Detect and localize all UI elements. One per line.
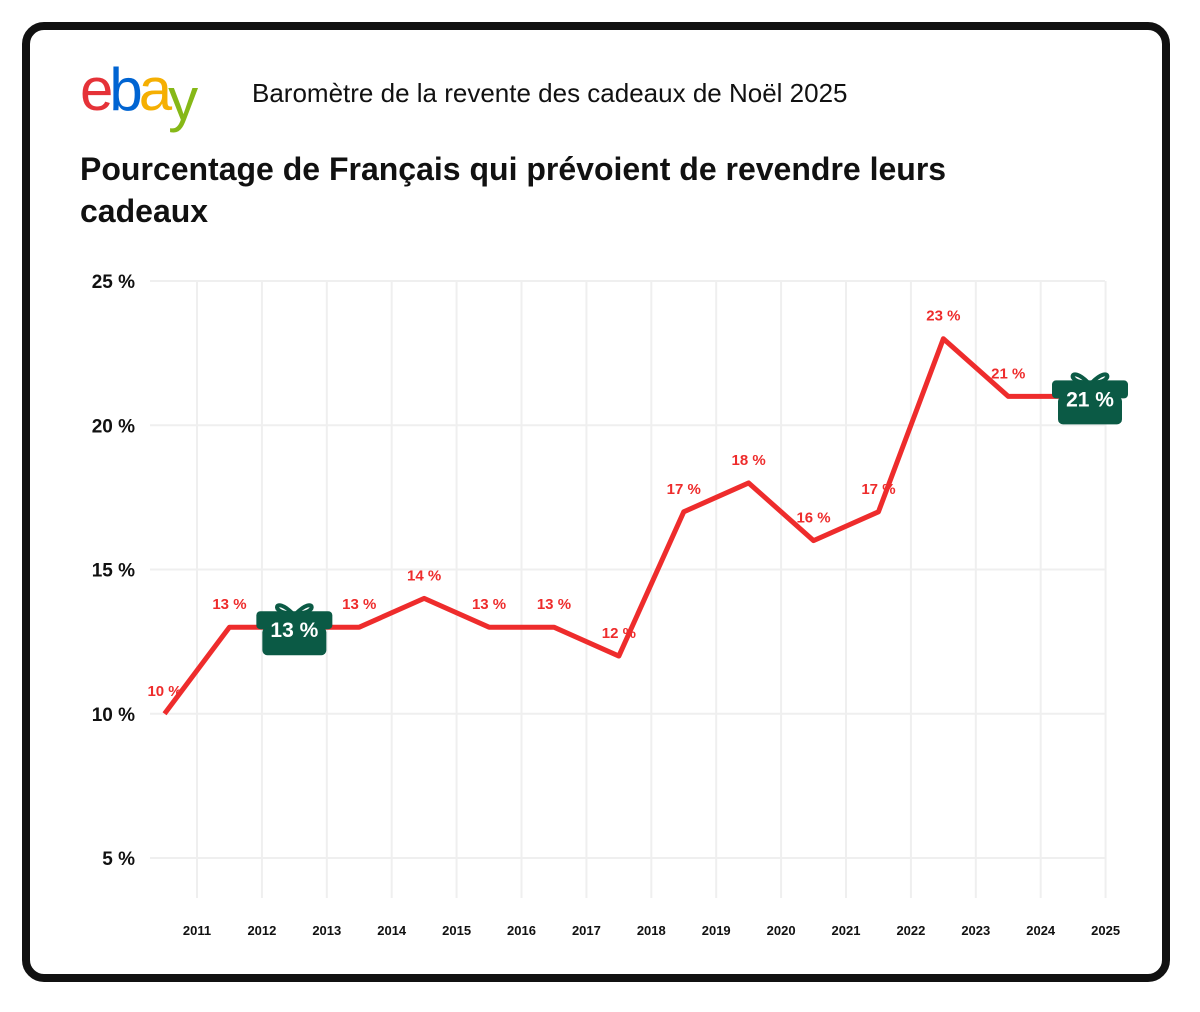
highlight-label: 13 % [270, 619, 318, 642]
x-tick-label: 2013 [312, 923, 341, 938]
x-tick-label: 2011 [183, 923, 211, 938]
x-tick-label: 2017 [572, 923, 601, 938]
x-tick-label: 2014 [377, 923, 407, 938]
data-label: 13 % [342, 596, 376, 613]
series-line [162, 336, 1090, 716]
data-label: 13 % [212, 596, 246, 613]
x-tick-label: 2024 [1026, 923, 1056, 938]
y-tick-label: 15 % [92, 561, 135, 582]
x-tick-label: 2016 [507, 923, 536, 938]
x-tick-label: 2012 [247, 923, 276, 938]
chart-title: Pourcentage de Français qui prévoient de… [80, 151, 947, 229]
data-label: 12 % [602, 625, 636, 642]
data-label: 13 % [472, 596, 506, 613]
data-label: 16 % [796, 510, 830, 527]
data-label: 17 % [667, 481, 701, 498]
data-label: 18 % [732, 452, 766, 469]
gift-box-icon [1058, 396, 1122, 425]
data-label: 17 % [861, 481, 895, 498]
ebay-logo: ebay [80, 56, 198, 130]
x-tick-label: 2015 [442, 923, 471, 938]
card-frame [22, 22, 1170, 982]
data-label: 10 % [147, 683, 181, 700]
highlight-label: 21 % [1066, 388, 1114, 411]
y-tick-label: 5 % [102, 849, 135, 870]
x-tick-label: 2019 [702, 923, 731, 938]
x-tick-label: 2018 [637, 923, 666, 938]
data-label: 13 % [537, 596, 571, 613]
logo-letter: e [80, 56, 113, 123]
y-tick-label: 20 % [92, 416, 135, 437]
logo-letter: b [109, 56, 142, 123]
x-tick-label: 2022 [896, 923, 925, 938]
data-label: 23 % [926, 308, 960, 325]
logo-letter: a [138, 56, 172, 123]
gift-lid-icon [1052, 380, 1128, 399]
x-tick-label: 2025 [1091, 923, 1120, 938]
data-label: 21 % [991, 365, 1025, 382]
gift-box-icon [262, 627, 327, 656]
x-tick-label: 2023 [961, 923, 990, 938]
logo-letter: y [168, 66, 198, 133]
subtitle: Baromètre de la revente des cadeaux de N… [252, 78, 848, 108]
x-tick-label: 2021 [832, 923, 861, 938]
x-tick-label: 2020 [767, 923, 796, 938]
data-label: 14 % [407, 567, 441, 584]
y-tick-label: 10 % [92, 705, 135, 726]
gift-lid-icon [256, 611, 333, 630]
y-tick-label: 25 % [92, 272, 135, 293]
